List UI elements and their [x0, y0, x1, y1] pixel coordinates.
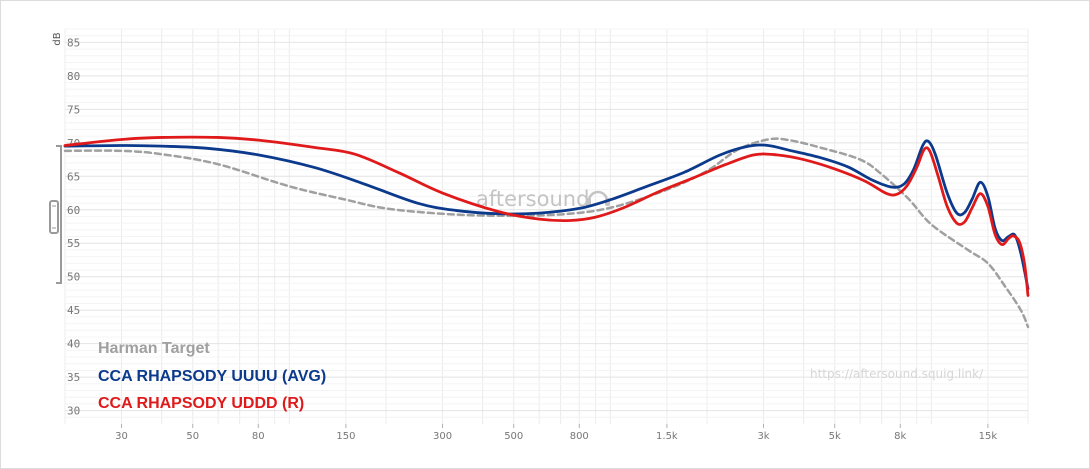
- uddd-r-curve[interactable]: [63, 135, 1030, 297]
- y-tick-label: 80: [67, 70, 80, 83]
- x-tick-label: 300: [433, 431, 452, 442]
- y-tick-label: 55: [67, 237, 80, 250]
- y-tick-label: 50: [67, 271, 80, 284]
- x-tick-label: 5k: [829, 431, 841, 442]
- harman-target-curve[interactable]: [63, 137, 1030, 329]
- legend-uddd-r: CCA RHAPSODY UDDD (R): [98, 395, 304, 412]
- x-tick-label: 3k: [757, 431, 769, 442]
- url-watermark: https://aftersound.squig.link/: [810, 367, 984, 381]
- legend-uuuu-avg: CCA RHAPSODY UUUU (AVG): [98, 368, 326, 385]
- x-tick-label: 15k: [979, 431, 998, 442]
- y-tick-label: 75: [67, 103, 80, 116]
- x-tick-label: 150: [336, 431, 355, 442]
- x-tick-label: 500: [504, 431, 523, 442]
- x-tick-label: 30: [115, 431, 128, 442]
- y-axis-label: dB: [52, 32, 63, 45]
- curves: [63, 135, 1030, 329]
- watermark-text: aftersound: [476, 187, 589, 211]
- y-range-handle[interactable]: [49, 145, 62, 284]
- legend-harman-target: Harman Target: [98, 340, 210, 357]
- y-tick-label: 45: [67, 304, 80, 317]
- y-tick-label: 30: [67, 405, 80, 418]
- x-tick-label: 800: [570, 431, 589, 442]
- plot-area: [65, 29, 1028, 424]
- y-tick-label: 35: [67, 371, 80, 384]
- x-tick-label: 80: [252, 431, 265, 442]
- grid: [64, 28, 1029, 424]
- y-tick-label: 65: [67, 170, 80, 183]
- uuuu-avg-curve[interactable]: [63, 139, 1030, 291]
- x-tick-label: 8k: [894, 431, 906, 442]
- y-tick-label: 85: [67, 36, 80, 49]
- y-tick-label: 40: [67, 338, 80, 351]
- x-tick-label: 1.5k: [656, 431, 678, 442]
- x-tick-label: 50: [186, 431, 199, 442]
- y-tick-label: 60: [67, 204, 80, 217]
- legend: Harman Target CCA RHAPSODY UUUU (AVG) CC…: [98, 340, 326, 412]
